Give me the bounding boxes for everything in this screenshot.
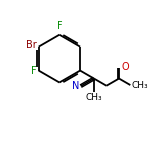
Text: N: N bbox=[72, 81, 79, 91]
Text: Br: Br bbox=[26, 40, 36, 50]
Text: F: F bbox=[57, 21, 62, 31]
Text: O: O bbox=[121, 62, 129, 72]
Text: F: F bbox=[31, 66, 36, 76]
Text: CH₃: CH₃ bbox=[131, 81, 148, 90]
Text: CH₃: CH₃ bbox=[86, 93, 102, 102]
